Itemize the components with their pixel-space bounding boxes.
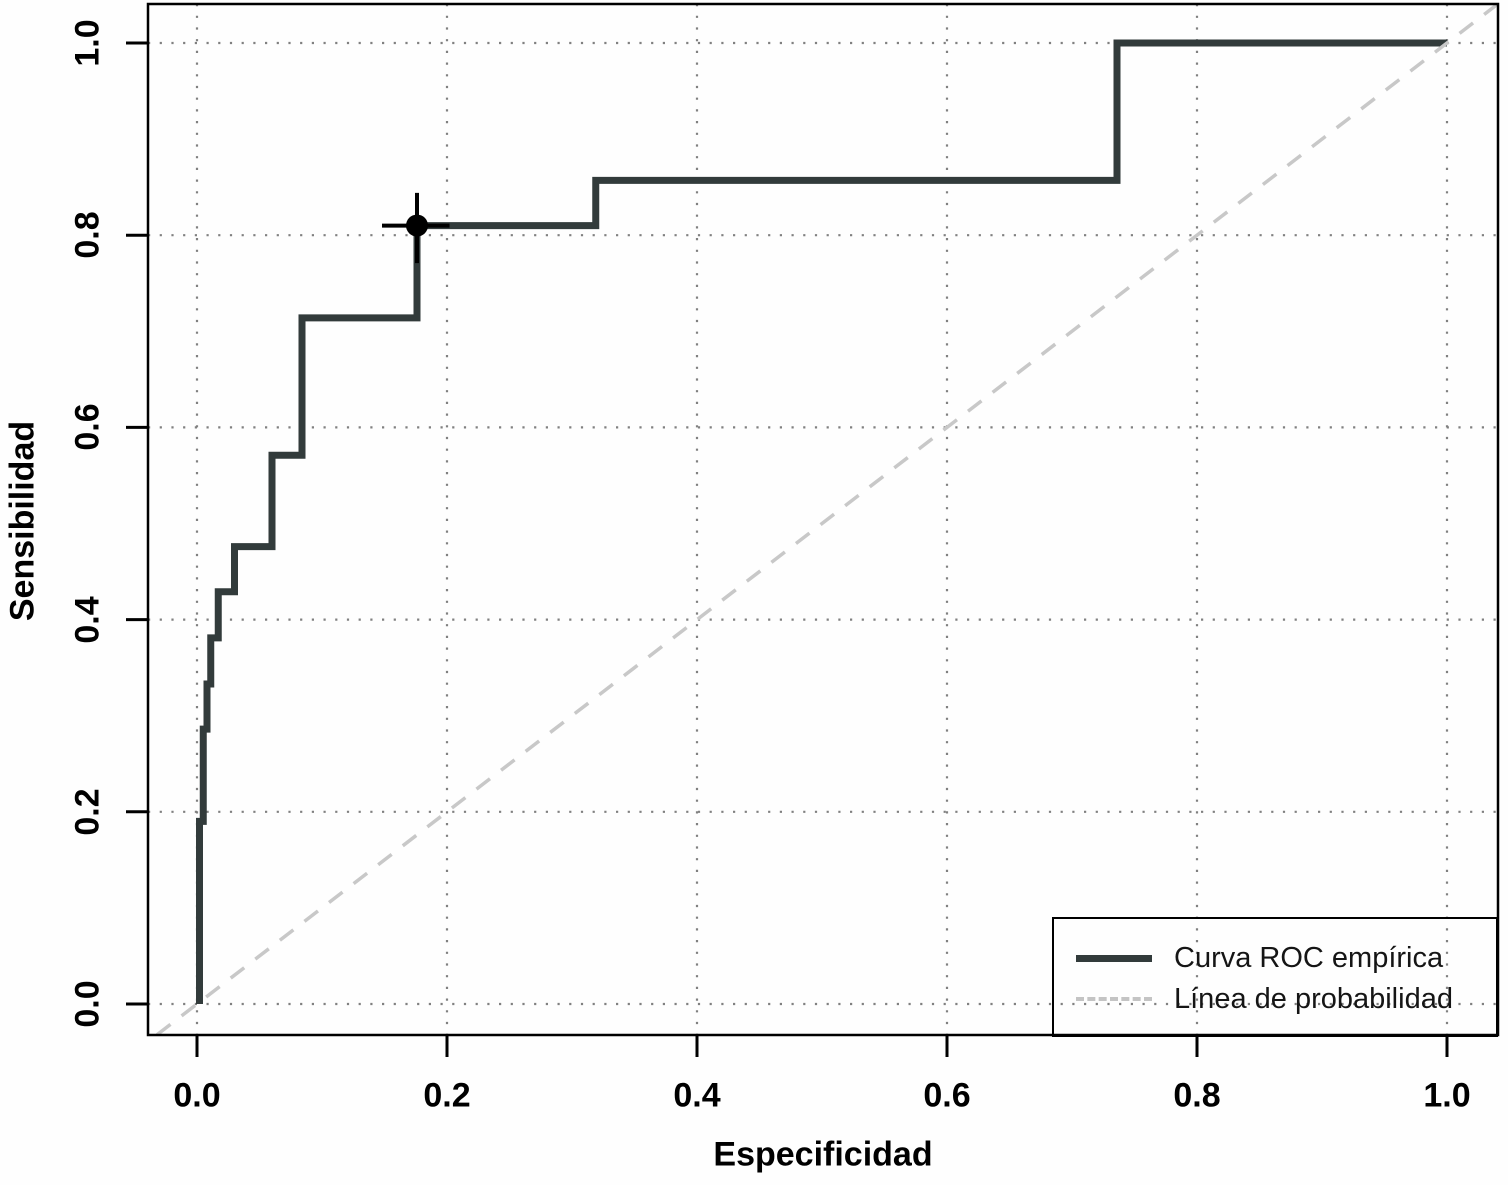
- x-tick-label: 0.8: [1173, 1076, 1221, 1115]
- optimal-point-marker: [406, 214, 428, 237]
- dashed-line-swatch-icon: [1076, 997, 1152, 1001]
- x-tick-label: 0.6: [923, 1076, 971, 1115]
- legend-entry-roc: Curva ROC empírica: [1054, 940, 1496, 976]
- y-tick-label: 1.0: [68, 19, 107, 67]
- plot-border: [146, 2, 1500, 1037]
- y-tick-label: 0.0: [68, 980, 107, 1028]
- legend-label-diagonal: Línea de probabilidad: [1174, 982, 1453, 1015]
- legend-label-roc: Curva ROC empírica: [1174, 941, 1444, 974]
- legend: Curva ROC empírica Línea de probabilidad: [1052, 917, 1498, 1037]
- y-tick-label: 0.6: [68, 403, 107, 452]
- x-tick-label: 1.0: [1423, 1076, 1471, 1115]
- roc-curve: [196, 39, 1447, 1004]
- y-tick-label: 0.4: [68, 595, 107, 644]
- x-axis-title: Especificidad: [713, 1135, 933, 1174]
- x-tick-label: 0.4: [673, 1076, 721, 1115]
- legend-entry-diagonal: Línea de probabilidad: [1054, 981, 1496, 1017]
- diagonal-reference-line: [155, 2, 1500, 1037]
- y-tick-label: 0.2: [68, 788, 107, 836]
- y-axis-title: Sensibilidad: [3, 420, 42, 622]
- solid-line-swatch-icon: [1076, 954, 1152, 962]
- y-tick-label: 0.8: [68, 211, 107, 259]
- x-tick-label: 0.0: [173, 1076, 221, 1115]
- x-tick-label: 0.2: [423, 1076, 471, 1115]
